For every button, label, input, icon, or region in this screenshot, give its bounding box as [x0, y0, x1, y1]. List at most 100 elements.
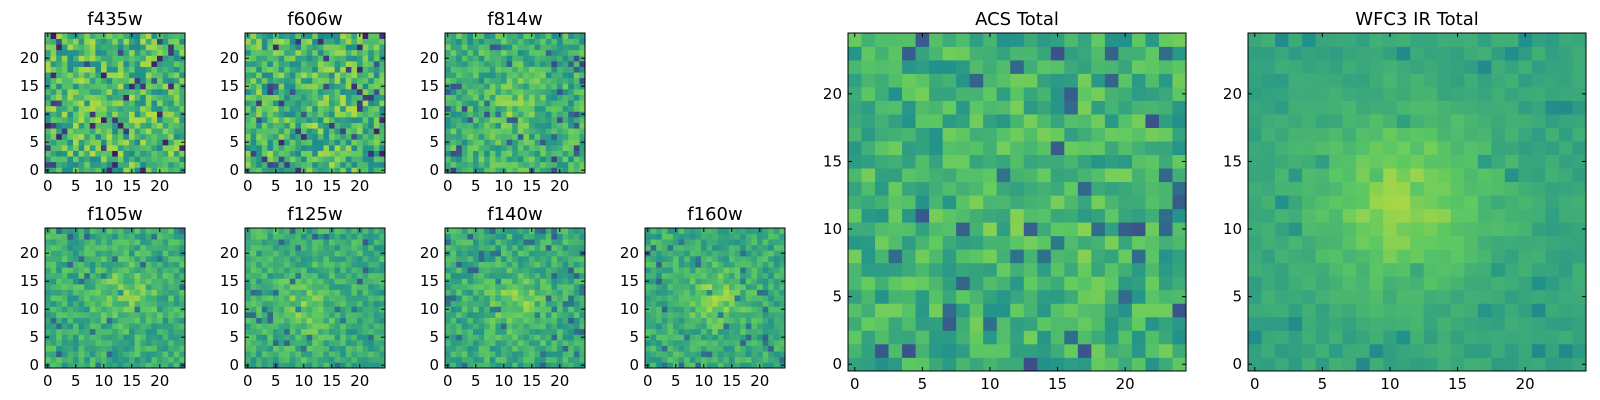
heatmap-cell: [573, 362, 580, 369]
heatmap-cell: [351, 89, 358, 95]
heatmap-cell: [173, 122, 180, 129]
heatmap-cell: [495, 111, 502, 118]
heatmap-cell: [723, 267, 730, 274]
heatmap-cell: [329, 284, 335, 290]
heatmap-cell: [56, 94, 63, 101]
heatmap-cell: [56, 122, 63, 129]
heatmap-cell: [267, 328, 274, 335]
heatmap-cell: [289, 122, 296, 129]
heatmap-cell: [289, 300, 296, 307]
heatmap-cell: [545, 306, 552, 313]
heatmap-cell: [701, 317, 707, 324]
heatmap-cell: [134, 300, 141, 307]
heatmap-cell: [340, 145, 347, 151]
heatmap-cell: [95, 161, 102, 168]
heatmap-cell: [501, 306, 507, 313]
heatmap-cell: [717, 362, 724, 369]
heatmap-cell: [78, 83, 85, 90]
heatmap-cell: [368, 261, 375, 268]
heatmap-cell: [289, 278, 296, 285]
heatmap-cell: [1118, 249, 1133, 264]
heatmap-cell: [73, 244, 79, 251]
heatmap-cell: [95, 345, 102, 352]
heatmap-cell: [334, 117, 341, 123]
heatmap-cell: [461, 278, 468, 285]
heatmap-cell: [551, 239, 558, 246]
heatmap-cell: [301, 239, 307, 246]
heatmap-cell: [295, 334, 302, 341]
heatmap-cell: [357, 105, 363, 112]
heatmap-cell: [915, 235, 930, 250]
heatmap-cell: [373, 44, 380, 51]
heatmap-cell: [751, 233, 758, 240]
heatmap-cell: [667, 267, 674, 274]
heatmap-cell: [50, 66, 57, 73]
heatmap-cell: [317, 317, 324, 324]
heatmap-cell: [50, 239, 57, 246]
heatmap-cell: [345, 244, 352, 251]
heatmap-cell: [467, 61, 474, 67]
heatmap-cell: [123, 244, 130, 251]
heatmap-cell: [67, 94, 74, 101]
heatmap-cell: [779, 345, 786, 352]
heatmap-cell: [379, 340, 386, 346]
heatmap-cell: [915, 330, 930, 345]
heatmap-cell: [301, 261, 307, 268]
axes-title: f814w: [487, 9, 542, 30]
heatmap-cell: [67, 250, 74, 257]
heatmap-cell: [362, 139, 369, 146]
heatmap-cell: [573, 117, 580, 123]
heatmap-cell: [568, 328, 575, 335]
heatmap-cell: [996, 343, 1011, 358]
heatmap-cell: [745, 345, 752, 352]
heatmap-cell: [501, 345, 507, 352]
heatmap-cell: [73, 49, 79, 56]
heatmap-cell: [317, 334, 324, 341]
heatmap-cell: [289, 340, 296, 346]
heatmap-cell: [461, 323, 468, 330]
heatmap-cell: [173, 295, 180, 302]
heatmap-cell: [568, 278, 575, 285]
heatmap-cell: [278, 334, 285, 341]
heatmap-cell: [140, 300, 147, 307]
heatmap-cell: [89, 89, 96, 95]
heatmap-cell: [140, 233, 147, 240]
heatmap-cell: [301, 83, 307, 90]
heatmap-cell: [996, 316, 1011, 331]
heatmap-cell: [551, 300, 558, 307]
heatmap-cell: [134, 150, 141, 157]
heatmap-cell: [73, 150, 79, 157]
heatmap-cell: [523, 306, 530, 313]
heatmap-cell: [551, 295, 558, 302]
heatmap-cell: [145, 117, 152, 123]
heatmap-cell: [695, 328, 702, 335]
heatmap-cell: [650, 300, 657, 307]
heatmap-cell: [678, 351, 685, 358]
heatmap-cell: [489, 167, 496, 174]
heatmap-cell: [501, 94, 507, 101]
heatmap-cell: [523, 145, 530, 151]
heatmap-cell: [112, 328, 119, 335]
heatmap-cell: [329, 312, 335, 318]
heatmap-cell: [568, 167, 575, 174]
heatmap-cell: [345, 317, 352, 324]
heatmap-cell: [534, 323, 541, 330]
heatmap-cell: [562, 244, 569, 251]
heatmap-cell: [661, 345, 668, 352]
heatmap-cell: [534, 328, 541, 335]
heatmap-cell: [512, 289, 519, 296]
heatmap-cell: [301, 94, 307, 101]
heatmap-cell: [67, 122, 74, 129]
heatmap-cell: [140, 128, 147, 135]
heatmap-cell: [969, 289, 984, 304]
heatmap-cell: [734, 250, 741, 257]
heatmap-cell: [489, 295, 496, 302]
heatmap-cell: [261, 156, 268, 163]
heatmap-cell: [56, 233, 63, 240]
heatmap-cell: [179, 156, 186, 163]
heatmap-cell: [517, 228, 524, 234]
heatmap-cell: [517, 334, 524, 341]
heatmap-cell: [173, 61, 180, 67]
heatmap-cell: [969, 181, 984, 196]
